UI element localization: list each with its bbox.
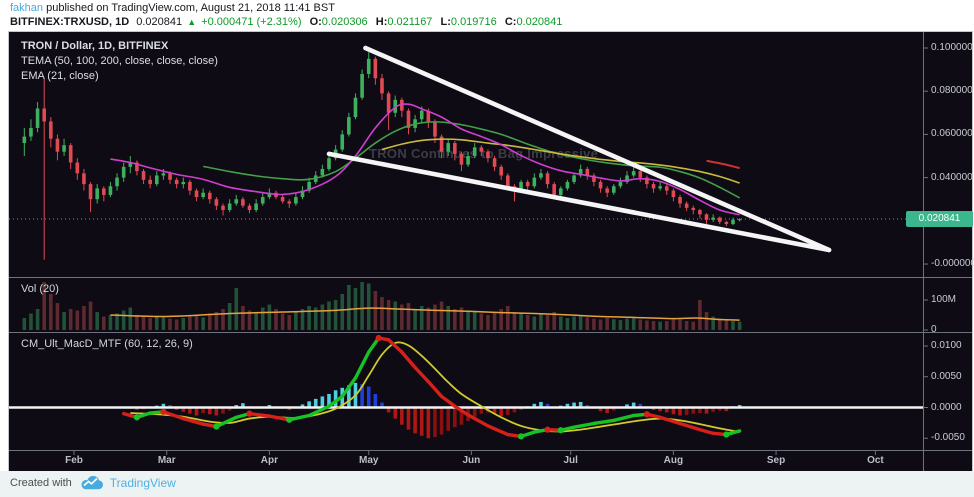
main-pane [9, 45, 923, 260]
pane-dividers [9, 32, 972, 471]
open-label: O: [309, 16, 322, 28]
price-change: +0.000471 (+2.31%) [201, 16, 302, 28]
close-label: C: [504, 16, 517, 28]
high-label: H: [375, 16, 388, 28]
quote-line: BITFINEX:TRXUSD, 1D 0.020841 ▲ +0.000471… [10, 16, 562, 28]
volume-ma-line [110, 307, 740, 321]
tradingview-cloud-icon[interactable] [79, 475, 103, 490]
macd-line [121, 334, 742, 440]
chart-canvas [9, 32, 972, 471]
wedge-trendlines [326, 45, 832, 253]
tema100-line [381, 138, 740, 184]
byline: fakhan published on TradingView.com, Aug… [10, 2, 335, 14]
snapshot-header: fakhan published on TradingView.com, Aug… [0, 0, 974, 31]
volume-pane [22, 282, 742, 330]
tema200-line [706, 159, 740, 170]
volume-bars [22, 282, 742, 330]
symbol-label: BITFINEX:TRXUSD, 1D [10, 16, 130, 28]
author-link[interactable]: fakhan [10, 2, 44, 14]
macd-signal-line [130, 341, 740, 433]
created-with-text: Created with [10, 476, 72, 489]
close-value: 0.020841 [516, 16, 563, 28]
last-price: 0.020841 [136, 16, 183, 28]
byline-text: published on TradingView.com, August 21,… [43, 2, 335, 14]
candlestick-series [22, 52, 742, 260]
tradingview-link[interactable]: TradingView [109, 475, 176, 490]
ema21-line [110, 103, 740, 216]
open-value: 0.020306 [321, 16, 368, 28]
low-label: L: [440, 16, 451, 28]
tema50-line [202, 121, 741, 199]
high-value: 0.021167 [387, 16, 433, 28]
up-triangle-icon: ▲ [187, 17, 197, 27]
headline-watermark: TRON Continues to Bag Impressive [369, 146, 599, 161]
macd-pane [9, 334, 923, 440]
low-value: 0.019716 [450, 16, 497, 28]
snapshot-footer: Created with TradingView [0, 471, 974, 497]
chart-frame: TRON Continues to Bag Impressive TRON / … [8, 31, 974, 472]
